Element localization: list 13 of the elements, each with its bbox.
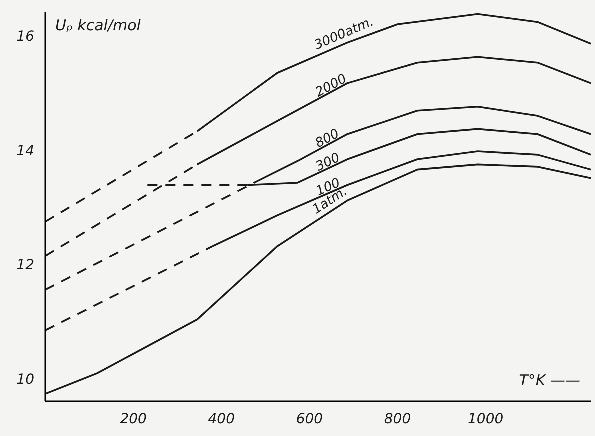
text: 800 [313,126,342,152]
y-tick-label: 10 [16,372,35,388]
y-tick-label: 14 [16,143,35,160]
x-tick-label: 1000 [468,412,504,428]
y-tick-label: 12 [16,258,35,274]
x-axis-title: T°K —— [519,372,581,390]
text: 300 [314,150,343,175]
y-axis-title: Uₚ kcal/mol [56,16,142,34]
x-tick-label: 200 [120,412,148,428]
x-tick-label: 800 [384,412,412,428]
y-tick-label: 16 [16,28,35,45]
x-tick-label: 600 [296,412,324,428]
x-tick-label: 400 [208,412,236,428]
